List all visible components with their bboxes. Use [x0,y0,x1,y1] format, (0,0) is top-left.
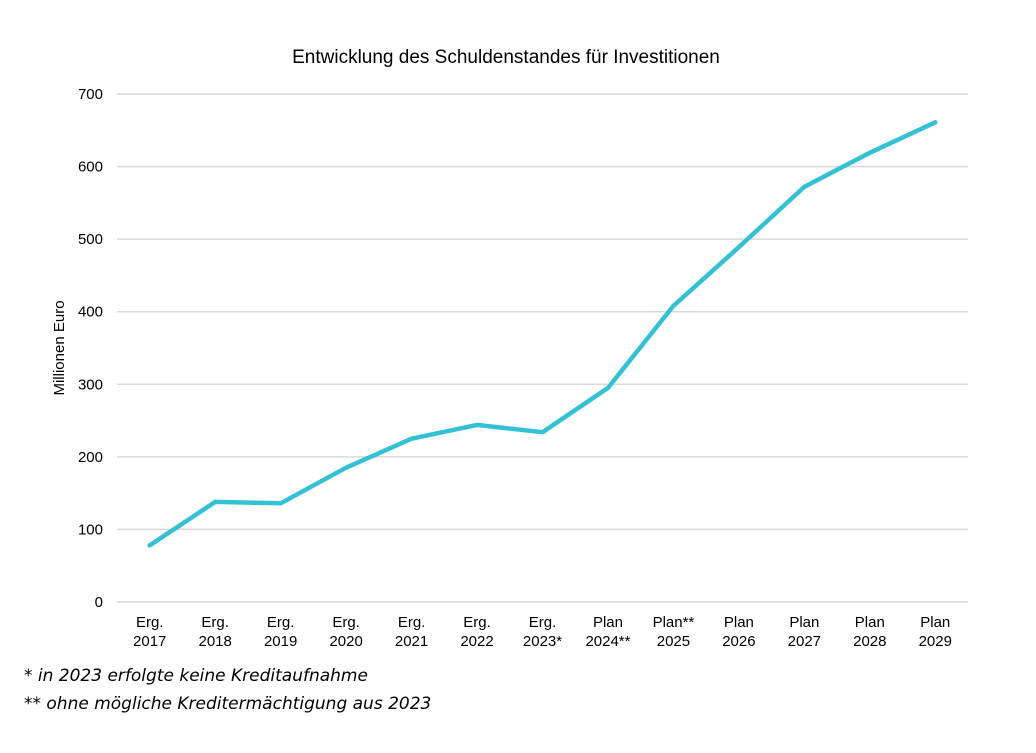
y-tick-label: 200 [78,449,103,466]
series-layer [147,120,938,548]
x-tick-label: Erg. [398,614,426,631]
x-tick-label: 2025 [657,633,690,650]
y-tick-label: 700 [78,86,103,103]
x-tick-label: 2018 [199,633,232,650]
x-tick-label: 2029 [919,633,952,650]
y-tick-label: 500 [78,231,103,248]
x-tick-label: 2023* [523,633,562,650]
x-tick-label: Erg. [463,614,491,631]
x-tick-label: 2019 [264,633,297,650]
x-tick-label: 2017 [133,633,166,650]
footnote-1: * in 2023 erfolgte keine Kreditaufnahme [24,666,368,686]
x-tick-label: Erg. [267,614,295,631]
x-tick-label: Erg. [201,614,229,631]
x-tick-label: 2028 [853,633,886,650]
x-tick-label: 2022 [460,633,493,650]
x-tick-label: Plan** [653,614,695,631]
x-tick-label: Erg. [529,614,557,631]
x-tick-label: 2024** [585,633,630,650]
x-tick-label: Plan [724,614,754,631]
y-tick-label: 0 [95,594,103,611]
gridlines [117,93,968,603]
y-tick-label: 100 [78,521,103,538]
x-tick-label: Erg. [136,614,164,631]
y-tick-label: 600 [78,159,103,176]
series-line [147,120,938,548]
x-tick-label: 2027 [788,633,821,650]
x-axis-ticks: Erg. 2017 Erg. 2018 Erg. 2019 Erg. 2020 Erg. 2021… [133,614,952,650]
chart-title: Entwicklung des Schuldenstandes für Inve… [292,47,720,68]
x-tick-label: Plan [789,614,819,631]
x-tick-label: 2021 [395,633,428,650]
x-tick-label: Plan [593,614,623,631]
x-tick-label: Plan [855,614,885,631]
x-tick-label: Plan [920,614,950,631]
x-tick-label: 2020 [329,633,362,650]
y-axis-label: Millionen Euro [51,300,68,395]
x-tick-label: 2026 [722,633,755,650]
footnote-2: ** ohne mögliche Kreditermächtigung aus … [24,694,432,714]
y-tick-label: 300 [78,376,103,393]
y-tick-label: 400 [78,304,103,321]
x-tick-label: Erg. [332,614,360,631]
y-axis-ticks: 0 100 200 300 400 500 600 700 [78,86,103,611]
